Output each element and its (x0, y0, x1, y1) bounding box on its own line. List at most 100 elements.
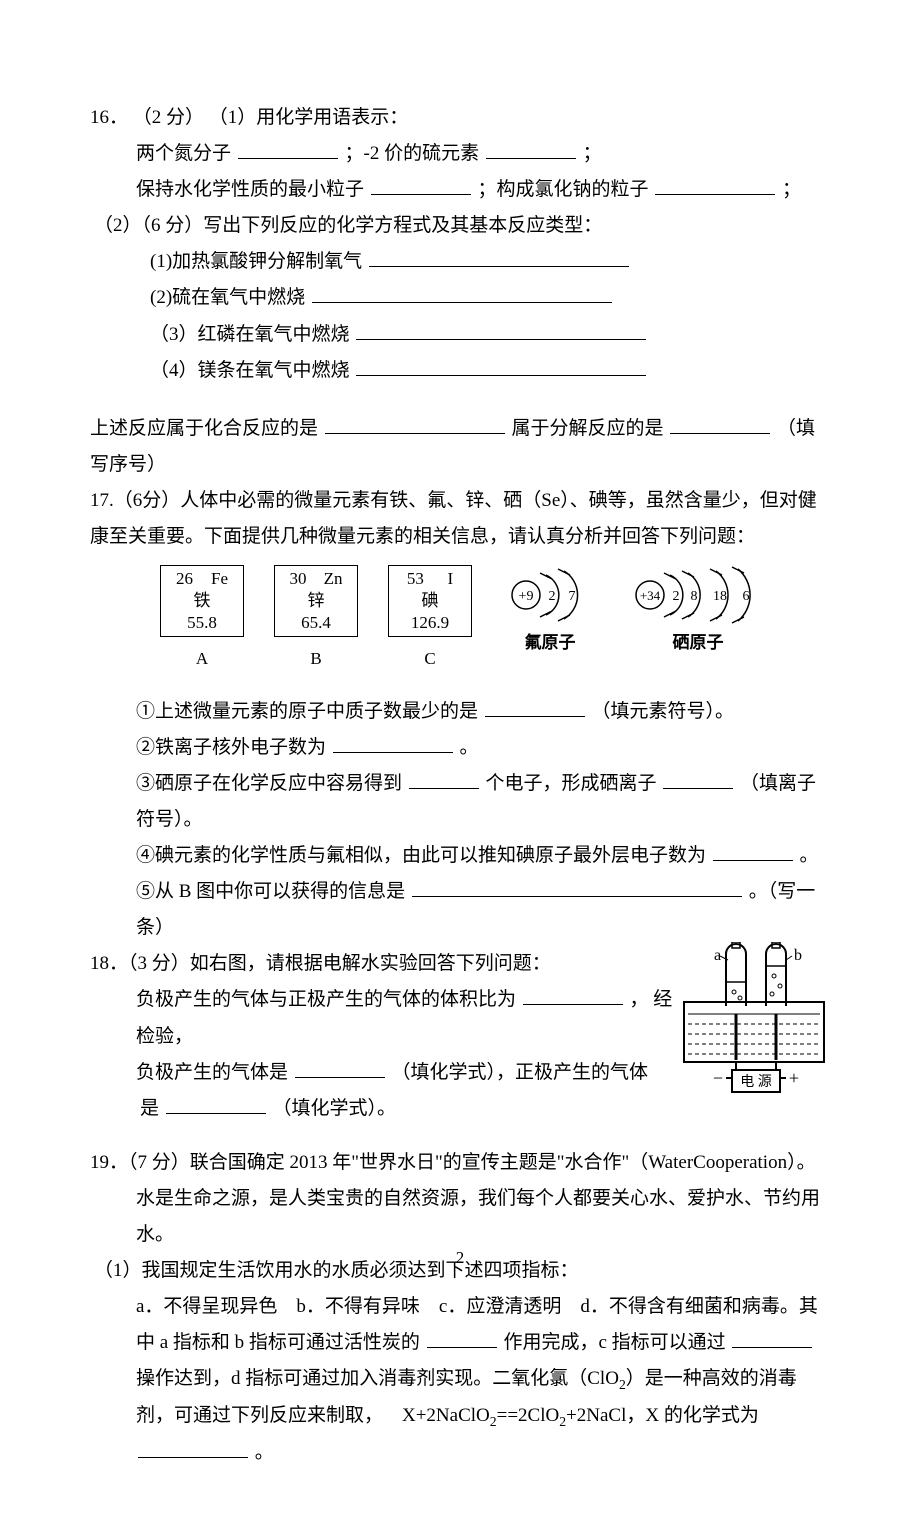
q18-l3b: （填化学式）。 (273, 1098, 397, 1119)
el-sym: Fe (211, 568, 228, 590)
q16-l1c: ； (583, 143, 602, 164)
q16-r2: (2)硫在氧气中燃烧 (150, 287, 305, 308)
q16-l1a: 两个氮分子 (136, 143, 231, 164)
el-num: 26 (176, 568, 193, 590)
blank (732, 1326, 812, 1348)
el-num: 53 (407, 568, 424, 590)
q19-p1c4: +2NaCl，X 的化学式为 (566, 1405, 759, 1426)
element-info-row: 26Fe 铁 55.8 A 30Zn 锌 65.4 B 53I 碘 126.9 … (90, 565, 830, 676)
q19-lead: 19．（7 分）联合国确定 2013 年"世界水日"的宣传主题是"水合作"（Wa… (90, 1145, 830, 1253)
element-box-b: 30 Zn 锌 65.4 B (274, 565, 358, 676)
el-sym: I (447, 568, 453, 590)
q16-l2a: 保持水化学性质的最小粒子 (136, 179, 364, 200)
q17-s3b: 个电子，形成硒离子 (486, 773, 657, 794)
blank (356, 318, 646, 340)
q17-s1a: ①上述微量元素的原子中质子数最少的是 (136, 701, 478, 722)
q17-s4a: ④碘元素的化学性质与氟相似，由此可以推知碘原子最外层电子数为 (136, 845, 706, 866)
q17-lead: 17.（6分）人体中必需的微量元素有铁、氟、锌、硒（Se）、碘等，虽然含量少，但… (90, 483, 830, 555)
svg-text:b: b (794, 947, 802, 964)
q16-p2-lead: （2）（6 分）写出下列反应的化学方程式及其基本反应类型： (94, 215, 602, 236)
q16-tail-b: 属于分解反应的是 (512, 418, 664, 439)
svg-text:电 源: 电 源 (740, 1074, 772, 1090)
q19-p1d: 。 (255, 1442, 274, 1463)
blank (485, 695, 585, 717)
q16-r1: (1)加热氯酸钾分解制氧气 (150, 251, 362, 272)
svg-text:2: 2 (673, 589, 680, 604)
sub2: 2 (559, 1414, 566, 1429)
q19-p1c: 操作达到，d 指标可通过加入消毒剂实现。二氧化氯（ClO (136, 1368, 619, 1389)
el-label: C (388, 643, 472, 675)
el-mass: 126.9 (389, 612, 471, 634)
el-mass: 55.8 (161, 612, 243, 634)
blank (295, 1056, 385, 1078)
q16-r4: （4）镁条在氧气中燃烧 (150, 360, 350, 381)
svg-text:8: 8 (691, 589, 698, 604)
svg-text:6: 6 (743, 589, 750, 604)
el-label: B (274, 643, 358, 675)
blank (713, 839, 793, 861)
el-sym: Zn (324, 568, 343, 590)
blank (427, 1326, 497, 1348)
electrolysis-diagram: 电 源 − + a b (674, 942, 844, 1115)
blank (238, 137, 338, 159)
svg-text:7: 7 (569, 589, 576, 604)
atom-label: 氟原子 (502, 627, 598, 659)
q16-p1-lead: （1）用化学用语表示： (209, 107, 409, 128)
q18-l1a: 负极产生的气体与正极产生的气体的体积比为 (136, 989, 516, 1010)
blank (523, 984, 623, 1006)
svg-text:+9: +9 (519, 589, 534, 604)
q18-l2a: 负极产生的气体是 (136, 1062, 288, 1083)
svg-text:18: 18 (713, 589, 727, 604)
blank (486, 137, 576, 159)
el-num: 30 (290, 568, 307, 590)
q17-s1b: （填元素符号）。 (592, 701, 735, 722)
atom-fluorine: +9 2 7 氟原子 (502, 565, 598, 659)
q18-lead: 18．（3 分）如右图，请根据电解水实验回答下列问题： (90, 946, 680, 982)
svg-text:+: + (789, 1068, 799, 1088)
q18-l3a: 是 (140, 1098, 159, 1119)
el-label: A (160, 643, 244, 675)
svg-text:a: a (714, 947, 721, 964)
svg-text:+34: +34 (640, 588, 661, 603)
blank (655, 173, 775, 195)
blank (166, 1092, 266, 1114)
sub2: 2 (619, 1377, 626, 1392)
blank (670, 412, 770, 434)
q19-p1b: 作用完成，c 指标可以通过 (503, 1332, 725, 1353)
q16-l1b: ；-2 价的硫元素 (345, 143, 480, 164)
q16-tail-a: 上述反应属于化合反应的是 (90, 418, 318, 439)
blank (356, 354, 646, 376)
q19-p1c3: ==2ClO (497, 1405, 560, 1426)
el-mass: 65.4 (275, 612, 357, 634)
q16-l2c: ； (782, 179, 801, 200)
q17-s5a: ⑤从 B 图中你可以获得的信息是 (136, 881, 405, 902)
el-name: 铁 (161, 590, 243, 612)
q16-points: （2 分） (133, 107, 204, 128)
q17-s2a: ②铁离子核外电子数为 (136, 737, 326, 758)
page-number: 2 (0, 1248, 920, 1268)
atom-label: 硒原子 (628, 627, 768, 659)
q16-number: 16． (90, 107, 128, 128)
atom-selenium: +34 2 8 18 6 硒原子 (628, 565, 768, 659)
q18-l2b: （填化学式），正极产生的气体 (392, 1062, 649, 1083)
blank (312, 282, 612, 304)
blank (369, 245, 629, 267)
q17-s2b: 。 (460, 737, 479, 758)
blank (325, 412, 505, 434)
el-name: 锌 (275, 590, 357, 612)
blank (412, 875, 742, 897)
blank (409, 767, 479, 789)
blank (333, 731, 453, 753)
svg-text:2: 2 (549, 589, 556, 604)
element-box-a: 26 Fe 铁 55.8 A (160, 565, 244, 676)
element-box-c: 53 I 碘 126.9 C (388, 565, 472, 676)
q16-l2b: ；构成氯化钠的粒子 (478, 179, 649, 200)
q16-r3: （3）红磷在氧气中燃烧 (150, 324, 350, 345)
sub2: 2 (490, 1414, 497, 1429)
q17-s4b: 。 (800, 845, 819, 866)
blank (138, 1436, 248, 1458)
blank (663, 767, 733, 789)
el-name: 碘 (389, 590, 471, 612)
blank (371, 173, 471, 195)
svg-text:−: − (713, 1068, 723, 1088)
